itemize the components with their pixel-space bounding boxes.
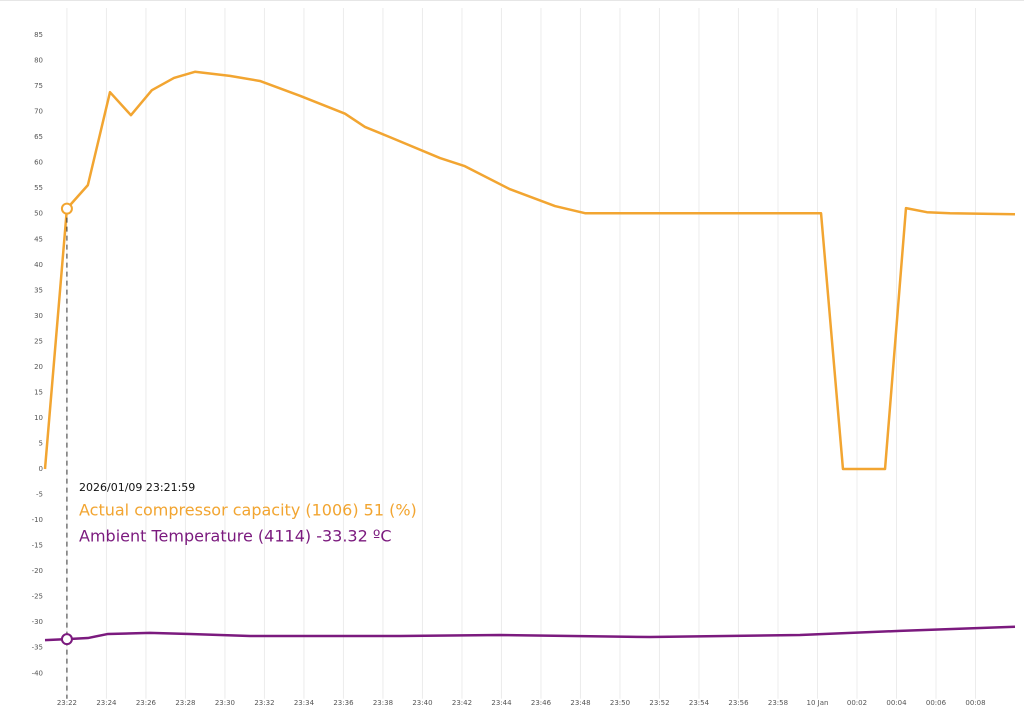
- y-tick-label: 50: [34, 210, 43, 218]
- x-tick-label: 23:54: [689, 699, 710, 707]
- tooltip-line: Actual compressor capacity (1006) 51 (%): [79, 501, 417, 520]
- y-tick-label: 5: [39, 439, 43, 447]
- y-tick-label: -20: [32, 567, 43, 575]
- grid: 23:22 23:24 23:26 23:28 23:30 23:32 23:34 23:36…: [32, 8, 986, 707]
- y-tick-label: 70: [34, 108, 43, 116]
- x-tick-label: 23:22: [57, 699, 77, 707]
- y-tick-label: 85: [34, 31, 43, 39]
- x-tick-label: 23:48: [570, 699, 590, 707]
- x-tick-label: 23:44: [491, 699, 512, 707]
- y-tick-label: 15: [34, 388, 43, 396]
- x-tick-label: 23:28: [175, 699, 195, 707]
- x-tick-label: 23:40: [412, 699, 432, 707]
- tooltip-line: Ambient Temperature (4114) -33.32 ºC: [79, 527, 392, 546]
- x-tick-label: 23:32: [254, 699, 274, 707]
- y-tick-label: 20: [34, 363, 43, 371]
- x-tick-label: 00:02: [847, 699, 867, 707]
- hover-point: [60, 202, 73, 215]
- x-tick-label: 23:34: [294, 699, 315, 707]
- y-tick-label: -35: [32, 644, 43, 652]
- y-tick-label: 65: [34, 133, 43, 141]
- hover: [60, 202, 73, 699]
- plot: [43, 70, 1016, 642]
- y-tick-label: 60: [34, 159, 43, 167]
- y-tick-label: -40: [32, 669, 43, 677]
- x-tick-label: 23:52: [649, 699, 669, 707]
- x-tick-label: 23:42: [452, 699, 472, 707]
- x-tick-label: 00:04: [886, 699, 907, 707]
- x-tick-label: 00:06: [926, 699, 947, 707]
- x-tick-label: 00:08: [965, 699, 985, 707]
- x-tick-label: 23:56: [728, 699, 749, 707]
- y-tick-label: 55: [34, 184, 43, 192]
- y-tick-label: -15: [32, 542, 43, 550]
- hover-point: [60, 633, 73, 646]
- y-tick-label: 75: [34, 82, 43, 90]
- x-tick-label: 23:24: [96, 699, 117, 707]
- y-tick-label: 25: [34, 337, 43, 345]
- y-tick-label: 45: [34, 235, 43, 243]
- y-tick-label: 40: [34, 261, 43, 269]
- y-tick-label: 30: [34, 312, 43, 320]
- y-tick-label: 0: [39, 465, 43, 473]
- y-tick-label: -30: [32, 618, 43, 626]
- y-tick-label: 10: [34, 414, 43, 422]
- tooltip-time: 2026/01/09 23:21:59: [79, 481, 195, 494]
- x-tick-label: 23:38: [373, 699, 393, 707]
- y-tick-label: -10: [32, 516, 43, 524]
- x-tick-label: 23:50: [610, 699, 630, 707]
- x-tick-label: 23:58: [768, 699, 788, 707]
- series-line: [43, 70, 1016, 471]
- y-tick-label: -25: [32, 593, 43, 601]
- x-tick-label: 23:36: [333, 699, 354, 707]
- series-line: [44, 625, 1016, 642]
- y-tick-label: -5: [36, 491, 43, 499]
- x-tick-label: 23:26: [136, 699, 157, 707]
- x-tick-label: 23:46: [531, 699, 552, 707]
- y-tick-label: 35: [34, 286, 43, 294]
- x-tick-label: 23:30: [215, 699, 235, 707]
- y-tick-label: 80: [34, 57, 43, 65]
- x-tick-label: 10 Jan: [807, 699, 829, 707]
